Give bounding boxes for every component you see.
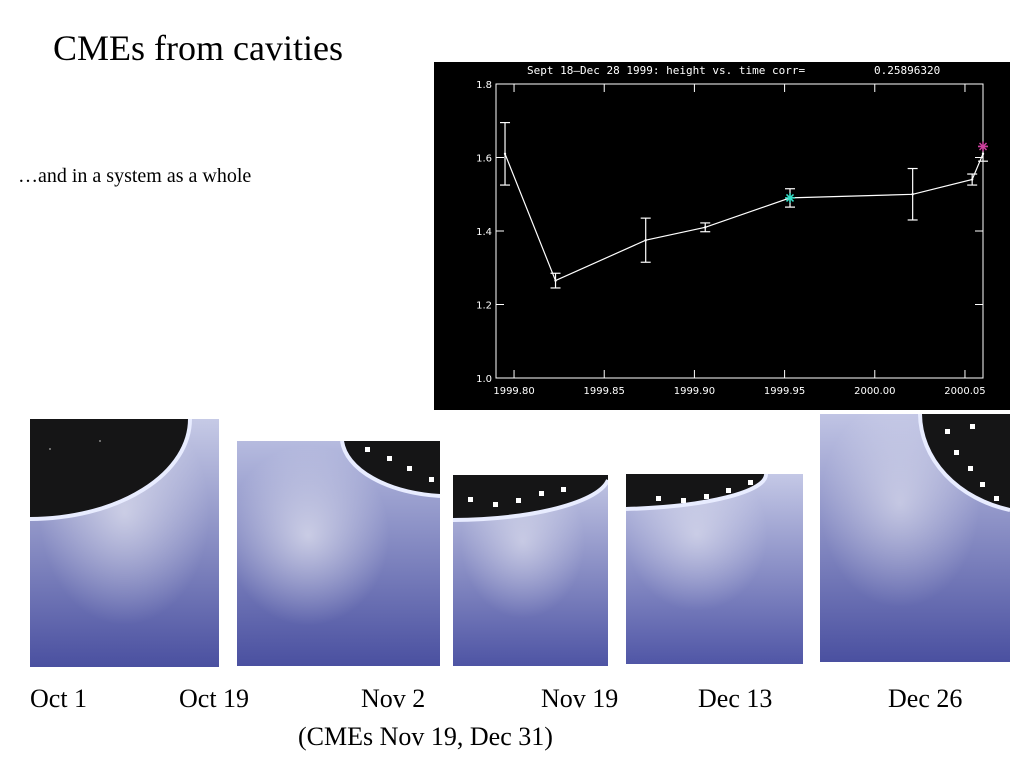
highlight-marker-1 xyxy=(978,141,988,152)
plot-frame xyxy=(495,83,984,379)
x-tick-label-2: 1999.90 xyxy=(674,386,715,397)
date-label-3: Nov 2 xyxy=(361,684,426,713)
x-tick-label-3: 1999.95 xyxy=(764,386,805,397)
slide-title: CMEs from cavities xyxy=(53,28,343,68)
height-vs-time-plot: Sept 18—Dec 28 1999: height vs. time cor… xyxy=(434,62,1010,410)
y-tick-label-3: 1.6 xyxy=(476,154,492,165)
data-point-1 xyxy=(554,279,557,282)
y-tick-label-0: 1.0 xyxy=(476,374,492,385)
coronal-image-oct-1 xyxy=(30,419,219,667)
x-tick-label-1: 1999.85 xyxy=(584,386,625,397)
date-label-1: Oct 1 xyxy=(30,684,88,713)
highlight-marker-0 xyxy=(785,192,796,203)
coronal-image-dec-13 xyxy=(820,414,1010,662)
data-point-6 xyxy=(970,178,974,181)
y-tick-label-2: 1.4 xyxy=(476,227,492,238)
data-point-3 xyxy=(704,226,707,229)
chart-title: Sept 18—Dec 28 1999: height vs. time cor… xyxy=(527,64,806,77)
x-tick-label-4: 2000.00 xyxy=(854,386,895,397)
slide-subtitle: …and in a system as a whole xyxy=(18,165,252,187)
y-tick-label-1: 1.2 xyxy=(476,301,492,312)
data-point-2 xyxy=(644,238,647,242)
x-tick-label-0: 1999.80 xyxy=(493,386,534,397)
date-label-4: Nov 19 xyxy=(541,684,619,713)
x-tick-label-5: 2000.05 xyxy=(944,386,985,397)
data-point-0 xyxy=(503,152,507,156)
chart-corr-value: 0.25896320 xyxy=(874,64,940,77)
coronal-image-nov-19 xyxy=(626,474,803,664)
date-label-5: Dec 13 xyxy=(698,684,773,713)
cme-caption: (CMEs Nov 19, Dec 31) xyxy=(298,722,553,751)
data-point-5 xyxy=(911,193,914,196)
series-line-0 xyxy=(504,153,984,282)
data-point-7 xyxy=(981,152,985,156)
y-tick-label-4: 1.8 xyxy=(476,80,492,91)
date-label-2: Oct 19 xyxy=(179,684,250,713)
coronal-image-oct-19 xyxy=(237,441,440,666)
date-label-6: Dec 26 xyxy=(888,684,963,713)
coronal-image-nov-2 xyxy=(453,475,608,666)
